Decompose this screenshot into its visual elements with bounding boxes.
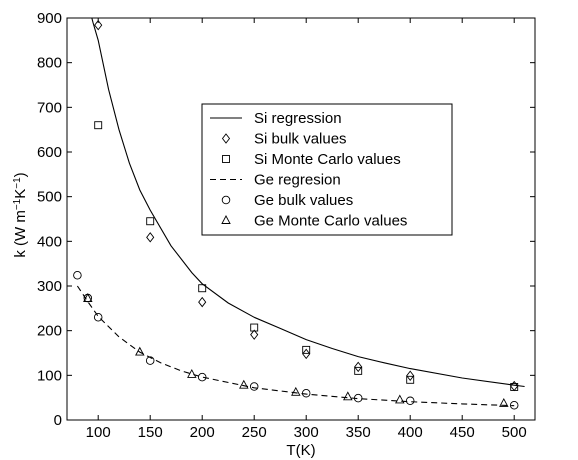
data-point xyxy=(509,401,519,410)
y-axis-label: k (W m−1K−1) xyxy=(12,172,30,257)
x-tick-label: 350 xyxy=(346,424,371,441)
data-point xyxy=(93,313,103,322)
y-tick-label: 100 xyxy=(37,367,62,384)
data-point xyxy=(146,217,155,226)
y-tick-label: 500 xyxy=(37,189,62,206)
y-tick-label: 700 xyxy=(37,99,62,116)
data-point xyxy=(250,323,259,332)
legend-marker xyxy=(221,133,231,144)
series-si-bulk-values xyxy=(94,19,519,392)
data-point xyxy=(354,366,363,375)
data-point xyxy=(83,293,93,302)
series-ge-monte-carlo-values xyxy=(83,293,509,407)
data-point xyxy=(302,348,311,360)
y-tick-label: 600 xyxy=(37,144,62,161)
data-point xyxy=(94,121,103,130)
plot-area xyxy=(73,18,525,410)
data-point xyxy=(343,391,353,401)
legend-symbol xyxy=(222,155,230,163)
legend-marker xyxy=(221,195,231,205)
data-point xyxy=(249,382,259,391)
data-point xyxy=(250,329,259,340)
series-si-monte-carlo-values xyxy=(94,121,519,391)
x-tick-label: 200 xyxy=(190,424,215,441)
legend-entry-label: Ge regresion xyxy=(254,172,341,189)
y-tick-label: 400 xyxy=(37,233,62,250)
data-point xyxy=(73,271,82,280)
data-point xyxy=(197,372,207,382)
y-tick-label: 300 xyxy=(37,278,62,295)
data-point xyxy=(405,396,415,406)
data-point xyxy=(145,356,155,365)
x-axis-label: T(K) xyxy=(286,442,315,459)
data-point xyxy=(353,393,363,403)
legend-symbol xyxy=(221,195,231,205)
series-si-regression xyxy=(91,18,525,388)
data-point xyxy=(94,19,103,31)
series-line-si-regression xyxy=(91,18,525,388)
legend: Si regression Si bulk values Si Monte Carl… xyxy=(201,103,453,236)
legend-entry-label: Ge bulk values xyxy=(254,192,353,209)
x-tick-label: 150 xyxy=(138,424,163,441)
x-tick-label: 500 xyxy=(502,424,527,441)
data-point xyxy=(198,284,207,293)
x-tick-label: 100 xyxy=(86,424,111,441)
data-point xyxy=(354,361,363,373)
y-tick-label: 0 xyxy=(54,412,62,429)
data-point xyxy=(187,368,197,378)
data-point xyxy=(301,388,311,398)
legend-symbol xyxy=(221,133,231,144)
series-ge-bulk-values xyxy=(73,271,519,410)
x-tick-label: 400 xyxy=(398,424,423,441)
data-point xyxy=(499,398,509,407)
data-point xyxy=(406,375,415,384)
data-point xyxy=(198,296,207,308)
data-point xyxy=(135,346,145,356)
data-point xyxy=(146,232,155,243)
y-tick-label: 800 xyxy=(37,55,62,72)
legend-entry-label: Si bulk values xyxy=(254,131,347,148)
legend-marker xyxy=(221,215,231,224)
legend-entry-label: Ge Monte Carlo values xyxy=(254,213,407,230)
series-line-ge-regresion xyxy=(76,285,515,407)
legend-entry-label: Si regression xyxy=(254,110,342,127)
y-tick-label: 200 xyxy=(37,323,62,340)
legend-symbol xyxy=(221,215,231,224)
data-point xyxy=(406,370,415,382)
x-tick-label: 250 xyxy=(242,424,267,441)
legend-entry-label: Si Monte Carlo values xyxy=(254,151,401,168)
legend-marker xyxy=(222,155,230,163)
plot-frame xyxy=(66,17,536,421)
data-point xyxy=(395,394,405,404)
x-tick-label: 450 xyxy=(450,424,475,441)
data-point xyxy=(291,386,301,396)
y-tick-label: 900 xyxy=(37,10,62,27)
data-point xyxy=(510,382,519,391)
legend-box xyxy=(201,103,453,236)
x-tick-label: 300 xyxy=(294,424,319,441)
series-ge-regresion xyxy=(76,285,515,407)
data-point xyxy=(239,379,249,389)
data-point xyxy=(302,345,311,354)
